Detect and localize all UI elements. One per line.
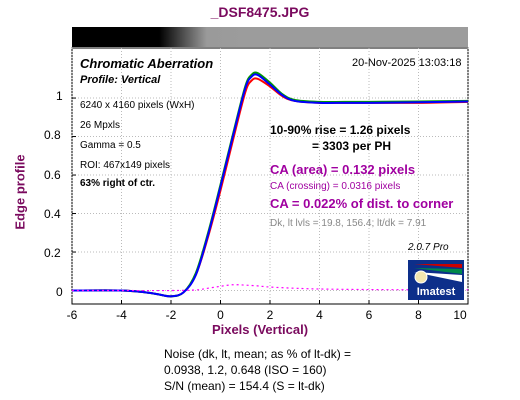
y-tick-label: 0	[56, 285, 63, 299]
image-dimensions: 6240 x 4160 pixels (WxH)	[80, 100, 195, 111]
y-tick-label: 0.6	[44, 168, 61, 182]
edge-strip	[72, 27, 468, 47]
x-tick-label: -2	[165, 308, 177, 322]
megapixels: 26 Mpxls	[80, 120, 121, 131]
x-tick-label: 2	[266, 308, 274, 322]
curves	[71, 71, 469, 298]
x-tick-label: -4	[116, 308, 127, 322]
chart-title: Chromatic Aberration	[80, 56, 214, 71]
roi-size: ROI: 467x149 pixels	[80, 160, 171, 171]
x-tick-label: 10	[453, 308, 467, 322]
y-tick-label: 1	[56, 89, 63, 103]
roi-location: 63% right of ctr.	[80, 178, 156, 189]
y-tick-label: 0.2	[44, 246, 61, 260]
dark-light-levels: Dk, lt lvls = 19.8, 156.4; lt/dk = 7.91	[270, 218, 427, 229]
rise-per-ph: = 3303 per PH	[312, 139, 392, 153]
file-title: _DSF8475.JPG	[210, 4, 310, 20]
logo-text: Imatest	[417, 286, 456, 298]
rise-distance: 10-90% rise = 1.26 pixels	[270, 123, 411, 137]
y-tick-label: 0.8	[44, 128, 61, 142]
noise-line-3: S/N (mean) = 154.4 (S = lt-dk)	[164, 379, 325, 393]
gamma-value: Gamma = 0.5	[80, 140, 141, 151]
noise-line-1: Noise (dk, lt, mean; as % of lt-dk) =	[164, 347, 352, 361]
noise-line-2: 0.0938, 1.2, 0.648 (ISO = 160)	[164, 363, 327, 377]
x-tick-label: 4	[316, 308, 323, 322]
x-axis-label: Pixels (Vertical)	[211, 322, 309, 337]
timestamp: 20-Nov-2025 13:03:18	[352, 57, 462, 69]
x-tick-label: 0	[217, 308, 224, 322]
version-label: 2.0.7 Pro	[408, 242, 449, 253]
series-line-2	[71, 73, 469, 298]
ca-distance: CA = 0.022% of dist. to corner	[270, 196, 454, 211]
ca-crossing: CA (crossing) = 0.0316 pixels	[270, 181, 401, 192]
x-tick-label: 6	[365, 308, 373, 322]
imatest-logo: Imatest	[408, 260, 464, 300]
x-tick-label: 8	[415, 308, 422, 322]
y-axis-label: Edge profile	[12, 154, 28, 230]
ca-area: CA (area) = 0.132 pixels	[270, 162, 416, 177]
chart-subtitle: Profile: Vertical	[80, 74, 161, 86]
y-tick-label: 0.4	[44, 207, 61, 221]
x-tick-label: -6	[66, 308, 78, 322]
